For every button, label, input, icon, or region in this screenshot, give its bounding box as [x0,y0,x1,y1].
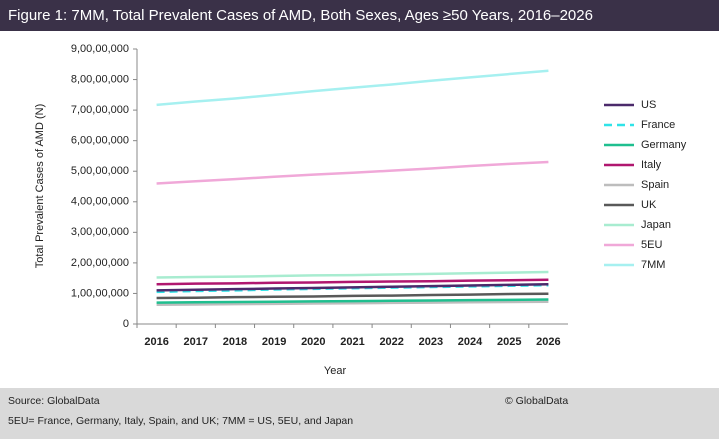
y-tick-label: 7,00,00,000 [71,104,129,116]
legend-label: Italy [641,159,662,171]
x-tick-label: 2021 [340,336,364,348]
source: Source: GlobalData [8,395,100,407]
y-tick-label: 0 [123,318,129,330]
y-tick-label: 9,00,00,000 [71,43,129,55]
x-tick-label: 2025 [497,336,521,348]
x-tick-label: 2020 [301,336,325,348]
series-line [156,283,549,292]
chart-title: Figure 1: 7MM, Total Prevalent Cases of … [8,7,593,24]
legend-label: Spain [641,179,669,191]
y-tick-label: 5,00,00,000 [71,165,129,177]
y-tick-label: 2,00,00,000 [71,257,129,269]
x-tick-label: 2017 [184,336,208,348]
legend-label: France [641,119,675,131]
y-axis-title: Total Prevalent Cases of AMD (N) [34,104,46,268]
legend-label: 5EU [641,239,662,251]
y-tick-label: 3,00,00,000 [71,226,129,238]
y-tick-label: 8,00,00,000 [71,73,129,85]
series-line [156,270,549,279]
x-tick-label: 2016 [144,336,168,348]
series-line [156,69,549,107]
title-bar [0,0,719,31]
legend-label: US [641,99,656,111]
x-tick-label: 2018 [223,336,247,348]
x-tick-label: 2019 [262,336,286,348]
x-tick-label: 2024 [458,336,483,348]
series-line [156,160,549,185]
note: 5EU= France, Germany, Italy, Spain, and … [8,415,353,427]
x-tick-label: 2026 [536,336,560,348]
x-axis-title: Year [324,365,347,377]
legend-label: Germany [641,139,687,151]
legend-label: Japan [641,219,671,231]
y-tick-label: 6,00,00,000 [71,135,129,147]
series-line [156,278,549,286]
series-line [156,292,549,300]
y-tick-label: 4,00,00,000 [71,196,129,208]
series-line [156,300,549,306]
x-tick-label: 2023 [419,336,443,348]
legend-label: 7MM [641,259,665,271]
series-line [156,298,549,304]
footer [0,388,719,439]
x-tick-label: 2022 [379,336,403,348]
copyright: © GlobalData [505,395,568,407]
legend-label: UK [641,199,657,211]
y-tick-label: 1,00,00,000 [71,287,129,299]
